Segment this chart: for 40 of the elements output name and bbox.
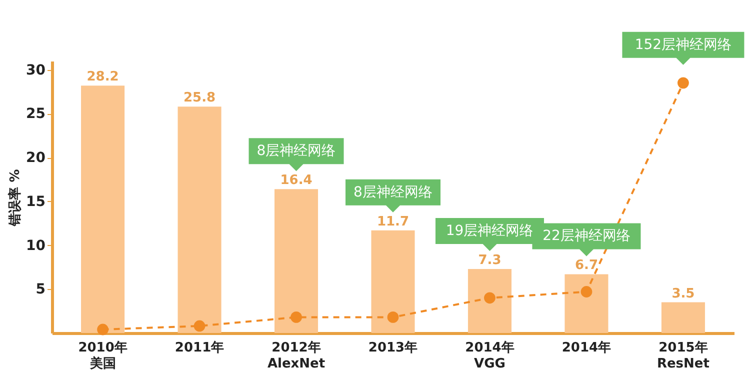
y-tick-label: 30	[26, 62, 46, 78]
x-tick-label: 2013年	[368, 340, 418, 356]
point	[290, 312, 302, 323]
data-label: 7.3	[478, 252, 502, 268]
data-label: 11.7	[376, 214, 410, 230]
y-tick-label: 20	[26, 150, 46, 166]
data-label: 6.7	[574, 258, 598, 274]
y-tick-label: 25	[26, 106, 46, 122]
bar	[274, 189, 318, 333]
x-tick-label: 2012年AlexNet	[267, 340, 326, 372]
bar	[178, 106, 222, 333]
bar	[661, 302, 705, 333]
x-tick-label: 2014年	[562, 340, 612, 356]
annotation: 8层神经网络	[256, 143, 336, 160]
point	[194, 320, 206, 332]
y-tick-label: 15	[26, 194, 46, 210]
x-tick-label: 2010年美国	[78, 340, 128, 372]
bar	[81, 86, 125, 333]
data-label: 16.4	[280, 173, 312, 188]
x-tick-label: 2015年ResNet	[656, 340, 710, 372]
x-tick-label: 2011年	[174, 340, 224, 356]
point	[97, 324, 108, 336]
point	[678, 77, 689, 89]
y-tick-label: 5	[36, 282, 46, 298]
bar	[564, 274, 608, 333]
bar	[468, 268, 512, 333]
annotation: 152层神经网络	[634, 36, 732, 53]
data-label: 3.5	[672, 286, 695, 302]
point	[484, 292, 496, 304]
y-tick-label: 10	[26, 238, 46, 254]
annotation: 19层神经网络	[446, 222, 534, 239]
data-label: 25.8	[183, 90, 216, 106]
annotation: 22层神经网络	[542, 228, 630, 244]
y-axis-title: 错误率 %	[7, 169, 24, 227]
x-tick-label: 2014年VGG	[465, 340, 514, 372]
data-label: 28.2	[86, 70, 119, 85]
point	[580, 286, 592, 298]
bar	[371, 230, 415, 333]
point	[387, 312, 399, 323]
annotation: 8层神经网络	[354, 184, 432, 200]
